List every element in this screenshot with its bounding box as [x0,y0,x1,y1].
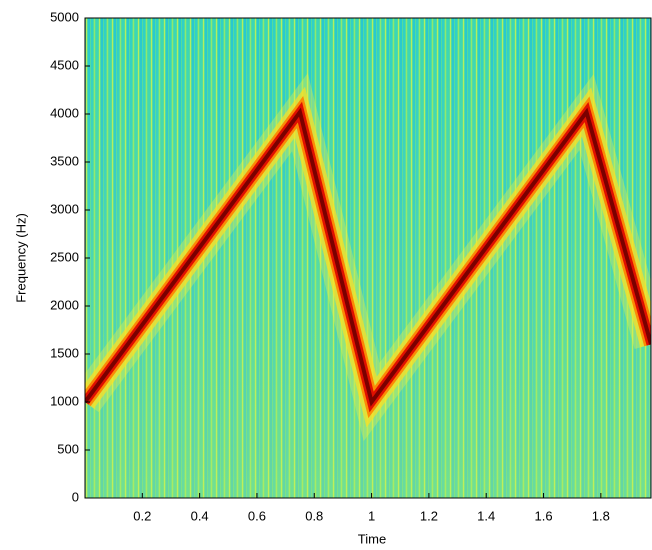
x-tick-label: 1 [368,508,375,523]
y-tick-label: 500 [57,441,79,456]
x-tick-label: 1.2 [420,508,438,523]
y-tick-label: 4000 [50,105,79,120]
y-tick-label: 4500 [50,57,79,72]
y-tick-label: 3500 [50,153,79,168]
x-tick-label: 1.4 [477,508,495,523]
ridge-group [85,72,651,442]
x-tick-label: 0.2 [133,508,151,523]
x-axis-label: Time [358,531,386,546]
x-tick-label: 1.8 [592,508,610,523]
x-tick-label: 0.6 [248,508,266,523]
x-tick-label: 0.8 [305,508,323,523]
x-tick-label: 0.4 [191,508,209,523]
y-axis-label: Frequency (Hz) [13,213,28,303]
y-tick-label: 3000 [50,201,79,216]
y-tick-label: 1000 [50,393,79,408]
y-tick-label: 0 [72,489,79,504]
x-tick-label: 1.6 [534,508,552,523]
ridge-line [85,107,651,407]
y-tick-label: 2500 [50,249,79,264]
y-tick-label: 2000 [50,297,79,312]
y-tick-label: 1500 [50,345,79,360]
y-tick-label: 5000 [50,9,79,24]
